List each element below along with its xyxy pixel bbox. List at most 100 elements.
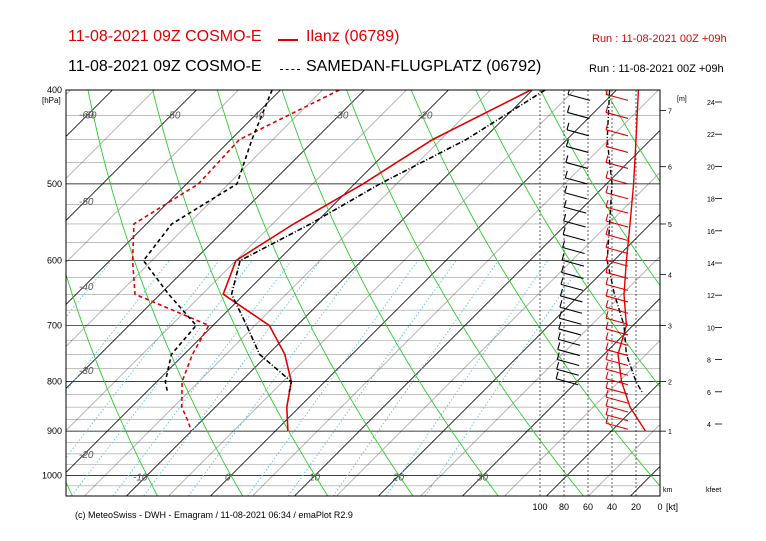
isotherm-line: [126, 90, 533, 496]
isotherm-line: [84, 90, 491, 496]
wind-barb: [605, 246, 629, 255]
wind-barb-feather: [605, 380, 609, 389]
wind-barb-feather: [560, 277, 564, 285]
wind-barb-feather: [605, 227, 609, 235]
isotherm-line: [66, 90, 155, 179]
wind-barb: [605, 328, 629, 336]
wind-barb-feather: [558, 321, 562, 330]
wind-barb-feather: [605, 362, 609, 370]
wind-barb: [559, 317, 582, 325]
wind-barb-feather: [605, 321, 609, 330]
samedan-dewpoint-line: [142, 90, 273, 393]
wind-barb: [605, 387, 629, 395]
pressure-tick-label: 900: [47, 426, 62, 436]
isotherm-line: [546, 381, 660, 496]
isotherm-line: [504, 340, 660, 496]
kfeet-label: 6: [707, 390, 711, 397]
wind-barb-feather: [562, 240, 566, 248]
mixing-ratio-line: [71, 260, 253, 496]
wind-barb: [605, 349, 629, 357]
legend-line-ilanz: [278, 39, 298, 41]
wind-barb-feather: [563, 213, 567, 222]
wind-barb-feather: [605, 311, 609, 319]
wind-barb: [567, 111, 590, 119]
wind-barb: [561, 271, 584, 279]
height-m-label: 7: [668, 109, 672, 116]
wind-barb: [562, 246, 585, 255]
dry-adiabat-line: [410, 90, 660, 487]
isotherm-line: [0, 90, 28, 496]
isotherm-label-top: -60: [82, 111, 97, 122]
wind-barb: [605, 338, 629, 346]
wind-barb: [561, 259, 585, 267]
wind-barb-feather: [556, 352, 560, 360]
isotherm-line: [378, 213, 660, 496]
pressure-tick-label: 800: [47, 377, 62, 387]
isotherm-label-top: -30: [334, 111, 349, 122]
height-m-label: 3: [668, 323, 672, 330]
wind-barb-feather: [605, 213, 609, 222]
mixing-ratio-line: [143, 260, 321, 496]
legend-line-samedan: [280, 69, 300, 70]
kfeet-label: 12: [707, 293, 715, 300]
isotherm-line: [66, 90, 407, 431]
wind-barb: [605, 283, 629, 291]
wind-barb: [560, 283, 584, 291]
pressure-tick-label: 500: [47, 179, 62, 189]
wind-barb-feather: [605, 170, 609, 179]
wind-barb: [605, 177, 629, 185]
wind-speed-tick: 40: [607, 502, 617, 512]
wind-barb: [559, 306, 583, 314]
wind-barb: [605, 192, 629, 200]
mixing-ratio-line: [287, 260, 457, 496]
kfeet-label: 24: [707, 100, 715, 107]
pressure-tick-label: 700: [47, 320, 62, 330]
wind-barb-feather: [605, 352, 609, 360]
samedan-wind-speed-line: [606, 90, 643, 393]
wind-barb-feather: [605, 332, 609, 340]
wind-barb-feather: [605, 288, 609, 297]
pressure-tick-label: 400: [47, 85, 62, 95]
dry-adiabat-line: [735, 90, 766, 496]
isotherm-line: [630, 465, 660, 496]
dry-adiabat-line: [216, 90, 414, 496]
wind-barb: [566, 145, 589, 153]
wind-barb: [605, 368, 629, 376]
footer-credit: (c) MeteoSwiss - DWH - Emagram / 11-08-2…: [75, 510, 353, 520]
mixing-ratio-line: [66, 260, 220, 459]
ilanz-dewpoint-line: [131, 90, 340, 432]
dry-adiabat-line: [604, 90, 660, 183]
wind-barb-feather: [605, 155, 609, 163]
wind-speed-tick: 60: [583, 502, 593, 512]
wind-barb: [562, 233, 586, 242]
wind-barb-feather: [565, 155, 569, 163]
wind-barb-feather: [605, 389, 609, 398]
isotherm-label-left: -60: [79, 110, 94, 121]
wind-barb: [605, 422, 629, 430]
wind-barb-feather: [605, 416, 609, 424]
wind-barb-feather: [605, 407, 609, 415]
wind-barb-feather: [558, 311, 562, 319]
isotherm-line: [66, 90, 365, 390]
kfeet-label: 14: [707, 261, 715, 268]
legend-label-ilanz: Ilanz (06789): [306, 28, 400, 45]
km-label: km: [663, 487, 673, 494]
wind-barb: [556, 368, 579, 376]
wind-barb-feather: [605, 122, 609, 130]
kfeet-unit: kfeet: [706, 487, 721, 494]
wind-barb: [560, 295, 583, 303]
dry-adiabat-line: [540, 90, 660, 287]
wind-barb-feather: [605, 105, 609, 113]
dry-adiabat-line: [281, 90, 499, 496]
run-info-ilanz: Run : 11-08-2021 00Z +09h: [592, 33, 727, 45]
wind-barb: [564, 192, 587, 200]
isotherm-label-left: -30: [79, 366, 94, 377]
wind-barb-feather: [566, 105, 570, 113]
wind-speed-tick: 0: [657, 502, 662, 512]
isotherm-line: [252, 90, 659, 496]
isotherm-label-top: -40: [250, 111, 265, 122]
wind-barb: [557, 358, 580, 367]
isotherm-label: 0: [225, 472, 231, 483]
dry-adiabat-line: [346, 90, 584, 496]
